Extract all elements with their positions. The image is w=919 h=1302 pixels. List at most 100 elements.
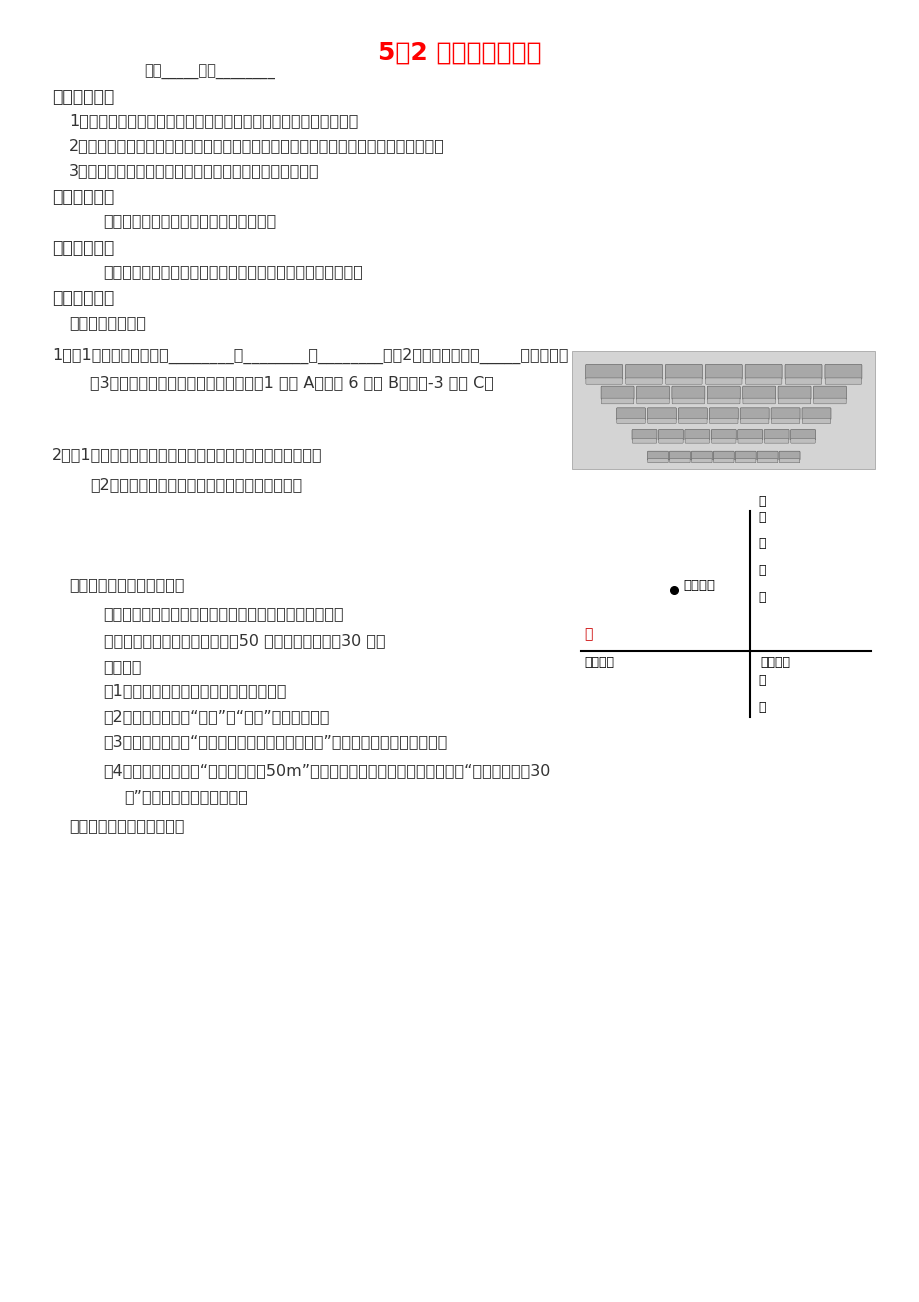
FancyBboxPatch shape <box>647 408 675 419</box>
FancyBboxPatch shape <box>770 418 799 423</box>
Text: 理解并掌握平面直角坐标系的有关概念。: 理解并掌握平面直角坐标系的有关概念。 <box>104 214 277 228</box>
FancyBboxPatch shape <box>713 458 733 462</box>
Text: 二、学习重点: 二、学习重点 <box>51 189 114 207</box>
FancyBboxPatch shape <box>664 365 701 379</box>
FancyBboxPatch shape <box>616 408 645 419</box>
FancyBboxPatch shape <box>737 439 762 443</box>
FancyBboxPatch shape <box>678 418 707 423</box>
FancyBboxPatch shape <box>625 365 662 379</box>
Text: （三）探索规律，揭示新知: （三）探索规律，揭示新知 <box>69 818 185 833</box>
FancyBboxPatch shape <box>742 387 775 400</box>
FancyBboxPatch shape <box>812 398 845 404</box>
Text: 班级_____姓名________: 班级_____姓名________ <box>144 65 275 79</box>
Text: 北京西路: 北京西路 <box>584 656 614 669</box>
FancyBboxPatch shape <box>824 365 861 379</box>
FancyBboxPatch shape <box>710 439 735 443</box>
FancyBboxPatch shape <box>784 365 822 379</box>
Text: 山: 山 <box>757 700 765 713</box>
Text: （4）如果小明只说在“中山北路西農50m”，小丽能找到音乐噴泉吗？或只说在“北京西路北農30: （4）如果小明只说在“中山北路西農50m”，小丽能找到音乐噴泉吗？或只说在“北京… <box>104 763 550 779</box>
FancyBboxPatch shape <box>740 418 768 423</box>
FancyBboxPatch shape <box>631 430 656 440</box>
FancyBboxPatch shape <box>785 378 821 384</box>
FancyBboxPatch shape <box>585 365 622 379</box>
FancyBboxPatch shape <box>770 408 800 419</box>
Text: 路: 路 <box>757 591 765 604</box>
FancyBboxPatch shape <box>778 458 799 462</box>
Text: （二）创设情景，感悟新知: （二）创设情景，感悟新知 <box>69 577 185 592</box>
FancyBboxPatch shape <box>812 387 845 400</box>
FancyBboxPatch shape <box>685 439 709 443</box>
FancyBboxPatch shape <box>636 398 668 404</box>
FancyBboxPatch shape <box>764 430 789 440</box>
FancyBboxPatch shape <box>710 430 735 440</box>
FancyBboxPatch shape <box>669 458 689 462</box>
FancyBboxPatch shape <box>740 408 768 419</box>
FancyBboxPatch shape <box>744 378 781 384</box>
Text: 2、（1）你去过电影院吗？还记得在电影院怎样找到座位吗？: 2、（1）你去过电影院吗？还记得在电影院怎样找到座位吗？ <box>51 447 322 462</box>
Text: 米”，你能找到音乐噴泉吗？: 米”，你能找到音乐噴泉吗？ <box>124 789 248 803</box>
FancyBboxPatch shape <box>801 408 830 419</box>
FancyBboxPatch shape <box>690 452 711 460</box>
FancyBboxPatch shape <box>801 418 830 423</box>
Text: 音乐噴泉: 音乐噴泉 <box>683 579 714 592</box>
Text: （2）想一想，怎样告诉同学你在教室里的位置？: （2）想一想，怎样告诉同学你在教室里的位置？ <box>90 478 301 492</box>
FancyBboxPatch shape <box>777 398 810 404</box>
FancyBboxPatch shape <box>671 387 704 400</box>
FancyBboxPatch shape <box>707 398 739 404</box>
Text: 一、学习目标: 一、学习目标 <box>51 87 114 105</box>
FancyBboxPatch shape <box>778 452 800 460</box>
Bar <box>572 352 874 469</box>
FancyBboxPatch shape <box>789 430 814 440</box>
FancyBboxPatch shape <box>744 365 781 379</box>
Text: 小丽能根据小明的提示从左图中找出音乐噴泉的位置吗？: 小丽能根据小明的提示从左图中找出音乐噴泉的位置吗？ <box>104 605 344 621</box>
Text: 2．会在给定的直角坐标系中根据点的坐标出点的位置，会根据点的位置写出点的坐标。: 2．会在给定的直角坐标系中根据点的坐标出点的位置，会根据点的位置写出点的坐标。 <box>69 138 445 154</box>
Text: （1）小明是怎样描述音乐噴泉的位置的？: （1）小明是怎样描述音乐噴泉的位置的？ <box>104 684 287 699</box>
FancyBboxPatch shape <box>585 378 621 384</box>
FancyBboxPatch shape <box>705 365 742 379</box>
Text: 四、学习过程: 四、学习过程 <box>51 289 114 307</box>
FancyBboxPatch shape <box>756 458 777 462</box>
Text: 山: 山 <box>757 538 765 551</box>
FancyBboxPatch shape <box>709 418 737 423</box>
Text: 小明：音乐噴泉在中山北路西農50 米，北京西路北農30 米。: 小明：音乐噴泉在中山北路西農50 米，北京西路北農30 米。 <box>104 633 385 648</box>
Text: （一）复习旧知：: （一）复习旧知： <box>69 315 146 329</box>
FancyBboxPatch shape <box>734 458 755 462</box>
FancyBboxPatch shape <box>709 408 737 419</box>
FancyBboxPatch shape <box>743 398 775 404</box>
FancyBboxPatch shape <box>684 430 709 440</box>
FancyBboxPatch shape <box>734 452 755 460</box>
FancyBboxPatch shape <box>705 378 742 384</box>
FancyBboxPatch shape <box>665 378 701 384</box>
FancyBboxPatch shape <box>691 458 711 462</box>
Text: （2）小明可以省去“西边”和“北边”这几个字吗？: （2）小明可以省去“西边”和“北边”这几个字吗？ <box>104 710 330 724</box>
Text: （3）如果小明说在“中山北路东边，中山东路北边”，小丽能找到音乐噴泉吗？: （3）如果小明说在“中山北路东边，中山东路北边”，小丽能找到音乐噴泉吗？ <box>104 734 448 750</box>
Text: 三、学习难点: 三、学习难点 <box>51 238 114 256</box>
FancyBboxPatch shape <box>672 398 704 404</box>
FancyBboxPatch shape <box>777 387 811 400</box>
Text: 中: 中 <box>757 510 765 523</box>
Text: 北: 北 <box>757 564 765 577</box>
FancyBboxPatch shape <box>658 430 683 440</box>
Text: 中: 中 <box>757 674 765 687</box>
FancyBboxPatch shape <box>647 458 667 462</box>
FancyBboxPatch shape <box>636 387 669 400</box>
FancyBboxPatch shape <box>756 452 777 460</box>
FancyBboxPatch shape <box>601 398 633 404</box>
Text: 1、（1）数轴的三要素是________、________、________。（2）数轴上的点与_____一一对应。: 1、（1）数轴的三要素是________、________、________。（… <box>51 348 568 363</box>
Text: （3）画出数轴，并在数轴上标出表示－1 的点 A，表示 6 的点 B、表示-3 的点 C。: （3）画出数轴，并在数轴上标出表示－1 的点 A，表示 6 的点 B、表示-3 … <box>90 375 494 391</box>
FancyBboxPatch shape <box>737 430 762 440</box>
Text: 1．会正确画出平面直角坐标系。理解平面直角坐标系的有关概念。: 1．会正确画出平面直角坐标系。理解平面直角坐标系的有关概念。 <box>69 113 358 128</box>
FancyBboxPatch shape <box>707 387 740 400</box>
FancyBboxPatch shape <box>824 378 861 384</box>
FancyBboxPatch shape <box>625 378 662 384</box>
Text: 北京东路: 北京东路 <box>759 656 789 669</box>
FancyBboxPatch shape <box>600 387 633 400</box>
FancyBboxPatch shape <box>658 439 683 443</box>
Text: 西: 西 <box>584 626 592 641</box>
Text: 3．使学生了解平面上的点与有序实数对的一一对应关系。: 3．使学生了解平面上的点与有序实数对的一一对应关系。 <box>69 163 320 178</box>
Text: 5．2 平面直角坐标系: 5．2 平面直角坐标系 <box>378 40 541 65</box>
Text: 根据点的坐标标出点的位置，会根据点的位置写出点的坐标。: 根据点的坐标标出点的位置，会根据点的位置写出点的坐标。 <box>104 264 363 279</box>
FancyBboxPatch shape <box>790 439 814 443</box>
FancyBboxPatch shape <box>764 439 788 443</box>
FancyBboxPatch shape <box>647 452 668 460</box>
